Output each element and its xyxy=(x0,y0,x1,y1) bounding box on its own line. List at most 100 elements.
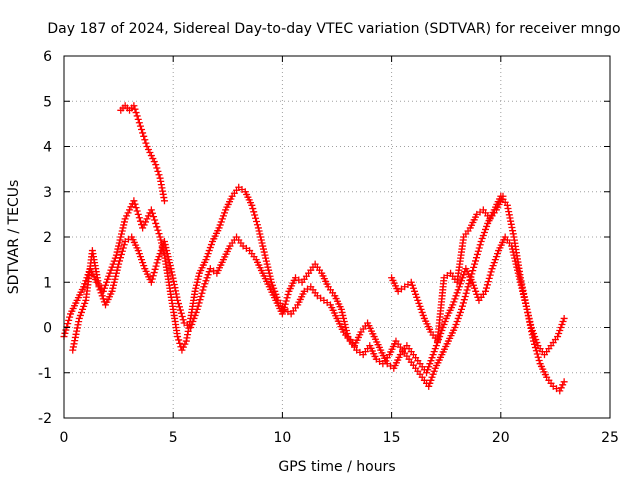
data-point-fill xyxy=(117,250,125,258)
data-point-fill xyxy=(190,314,198,322)
data-point-fill xyxy=(485,274,493,282)
data-point-fill xyxy=(472,257,480,265)
data-point-fill xyxy=(270,284,278,292)
data-point-fill xyxy=(504,204,512,212)
data-point-fill xyxy=(116,254,124,262)
data-point-fill xyxy=(455,311,463,319)
data-point-fill xyxy=(207,241,215,249)
data-point xyxy=(121,215,129,223)
data-point-fill xyxy=(418,308,426,316)
data-point xyxy=(261,251,269,259)
data-point-fill xyxy=(132,109,140,117)
data-point-fill xyxy=(201,280,209,288)
data-point-fill xyxy=(491,256,499,264)
data-point-fill xyxy=(557,324,565,331)
data-point-fill xyxy=(64,320,72,328)
data-point-fill xyxy=(192,308,200,316)
data-point-fill xyxy=(339,311,347,319)
data-point-fill xyxy=(156,250,164,258)
data-point-fill xyxy=(79,305,87,313)
data-point-fill xyxy=(76,311,84,319)
data-point-fill xyxy=(523,305,531,313)
data-point-fill xyxy=(149,155,157,163)
data-point-fill xyxy=(151,265,159,273)
data-point-fill xyxy=(419,311,427,319)
data-point-fill xyxy=(494,250,502,258)
data-point-fill xyxy=(217,218,225,226)
data-point-fill xyxy=(470,263,478,271)
data-point-fill xyxy=(342,324,350,331)
data-point-fill xyxy=(279,307,287,315)
data-point xyxy=(278,310,286,318)
data-point-fill xyxy=(429,370,437,378)
x-tick-label: 5 xyxy=(169,430,178,446)
data-point-fill xyxy=(105,272,113,280)
data-point-fill xyxy=(142,218,150,226)
data-point-fill xyxy=(154,167,162,175)
data-point-fill xyxy=(283,294,291,302)
data-point-fill xyxy=(534,353,542,361)
data-point-fill xyxy=(480,228,488,236)
data-point-fill xyxy=(456,280,464,288)
data-point xyxy=(449,301,457,309)
data-point xyxy=(451,324,459,331)
data-points xyxy=(60,102,568,395)
data-point xyxy=(407,278,415,286)
data-point-fill xyxy=(259,242,267,250)
data-point-fill xyxy=(172,287,180,295)
data-point-fill xyxy=(194,275,202,283)
data-point xyxy=(337,305,345,313)
data-point xyxy=(69,346,77,354)
data-point-fill xyxy=(535,356,543,364)
grid xyxy=(64,56,610,418)
data-point xyxy=(108,287,116,295)
data-point-fill xyxy=(107,266,115,274)
data-point-fill xyxy=(139,259,147,267)
data-point-fill xyxy=(189,317,197,325)
data-point-fill xyxy=(204,250,212,258)
data-point-fill xyxy=(426,379,434,387)
data-point-fill xyxy=(252,214,260,222)
data-point-fill xyxy=(206,244,214,252)
data-point-fill xyxy=(69,343,77,351)
data-point-fill xyxy=(510,251,518,259)
data-point-fill xyxy=(343,330,351,338)
axis-ticks: 0 5 10 15 20 25 -2 -1 0 1 2 3 4 5 6 xyxy=(38,49,619,446)
data-point-fill xyxy=(153,223,161,231)
data-point-fill xyxy=(408,281,416,289)
data-point-fill xyxy=(118,227,126,235)
data-point-fill xyxy=(483,281,491,289)
data-point-fill xyxy=(112,269,120,277)
data-point-fill xyxy=(531,333,539,341)
data-point-fill xyxy=(507,217,515,225)
data-point-fill xyxy=(528,327,536,335)
data-point-fill xyxy=(181,340,189,348)
data-point-fill xyxy=(257,236,265,244)
data-point-fill xyxy=(416,302,424,310)
data-point xyxy=(429,351,437,359)
data-point-fill xyxy=(171,284,179,292)
data-point-fill xyxy=(103,278,111,286)
data-point-fill xyxy=(127,203,135,211)
data-point xyxy=(139,224,147,232)
data-point-fill xyxy=(484,278,492,286)
data-point-fill xyxy=(98,292,106,300)
data-point-fill xyxy=(428,373,436,381)
data-point xyxy=(414,296,422,304)
data-point xyxy=(508,242,516,250)
data-point-fill xyxy=(142,139,150,147)
data-point-fill xyxy=(71,333,79,341)
data-point xyxy=(147,152,155,160)
data-point-fill xyxy=(140,262,148,270)
data-point-fill xyxy=(193,278,201,286)
data-point-fill xyxy=(219,212,227,220)
data-point-fill xyxy=(428,354,436,362)
data-point-fill xyxy=(507,220,515,228)
data-point-fill xyxy=(70,340,78,348)
data-point xyxy=(160,197,168,205)
data-point-fill xyxy=(427,357,435,365)
data-point-fill xyxy=(168,271,176,279)
data-point xyxy=(560,314,568,322)
data-point-fill xyxy=(179,316,187,324)
data-point-fill xyxy=(161,241,169,249)
